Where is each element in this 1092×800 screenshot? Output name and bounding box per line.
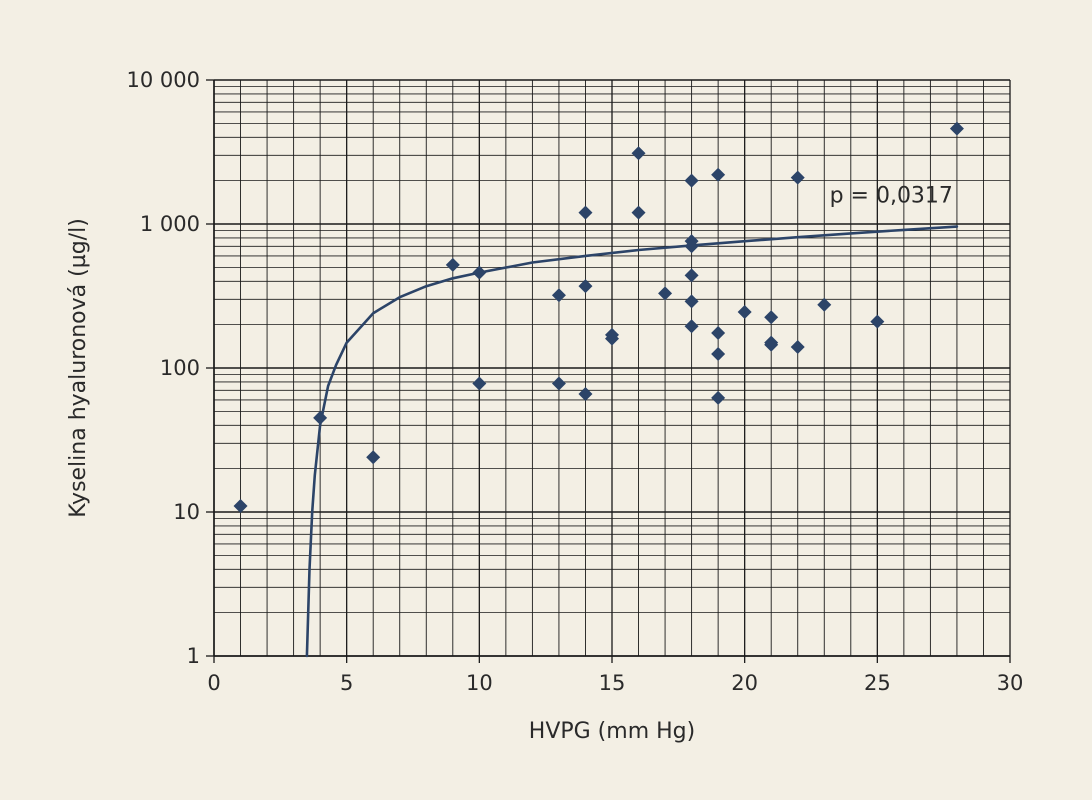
x-tick-label: 5 xyxy=(340,671,353,695)
data-point xyxy=(578,205,593,220)
data-point xyxy=(711,326,726,341)
tick-labels: 0 5 10 15 20 25 30 1 10 100 1 000 10 000 xyxy=(127,68,1024,695)
data-point xyxy=(949,121,964,136)
data-point xyxy=(711,347,726,362)
data-point xyxy=(764,337,779,352)
data-point xyxy=(578,279,593,294)
x-tick-label: 0 xyxy=(207,671,220,695)
data-point xyxy=(684,239,699,254)
data-point xyxy=(684,294,699,309)
x-tick-label: 15 xyxy=(599,671,626,695)
data-point xyxy=(551,376,566,391)
y-tick-label: 1 000 xyxy=(140,212,200,236)
data-point xyxy=(233,499,248,514)
x-tick-label: 10 xyxy=(466,671,493,695)
data-point xyxy=(551,288,566,303)
data-point xyxy=(472,265,487,280)
y-tick-label: 10 xyxy=(173,500,200,524)
data-point xyxy=(684,268,699,283)
data-point xyxy=(711,167,726,182)
data-point xyxy=(605,331,619,346)
data-point xyxy=(711,390,726,405)
data-point xyxy=(790,170,805,185)
data-point xyxy=(764,310,779,325)
trend-curve xyxy=(305,225,959,658)
data-point xyxy=(631,205,646,220)
y-tick-label: 10 000 xyxy=(127,68,200,92)
y-tick-label: 100 xyxy=(160,356,200,380)
data-point xyxy=(790,339,805,354)
data-point xyxy=(366,450,381,465)
x-tick-label: 25 xyxy=(864,671,891,695)
data-point xyxy=(658,286,673,301)
grid-lines xyxy=(213,79,1011,657)
data-point xyxy=(472,376,487,391)
x-tick-label: 20 xyxy=(731,671,758,695)
trend-curve-layer xyxy=(305,225,959,658)
data-point xyxy=(313,410,328,425)
y-tick-label: 1 xyxy=(187,644,200,668)
data-point xyxy=(578,386,593,401)
data-point xyxy=(684,319,699,334)
data-point xyxy=(817,297,832,312)
x-axis-title: HVPG (mm Hg) xyxy=(529,719,695,744)
data-point xyxy=(445,257,460,272)
data-points xyxy=(233,121,964,514)
data-point xyxy=(870,314,885,329)
axes xyxy=(206,79,1011,663)
data-point xyxy=(684,173,699,188)
data-point xyxy=(737,304,752,319)
x-tick-label: 30 xyxy=(997,671,1024,695)
data-point xyxy=(631,146,646,161)
y-axis-title: Kyselina hyaluronová (µg/l) xyxy=(66,218,91,518)
p-value-annotation: p = 0,0317 xyxy=(830,184,953,209)
